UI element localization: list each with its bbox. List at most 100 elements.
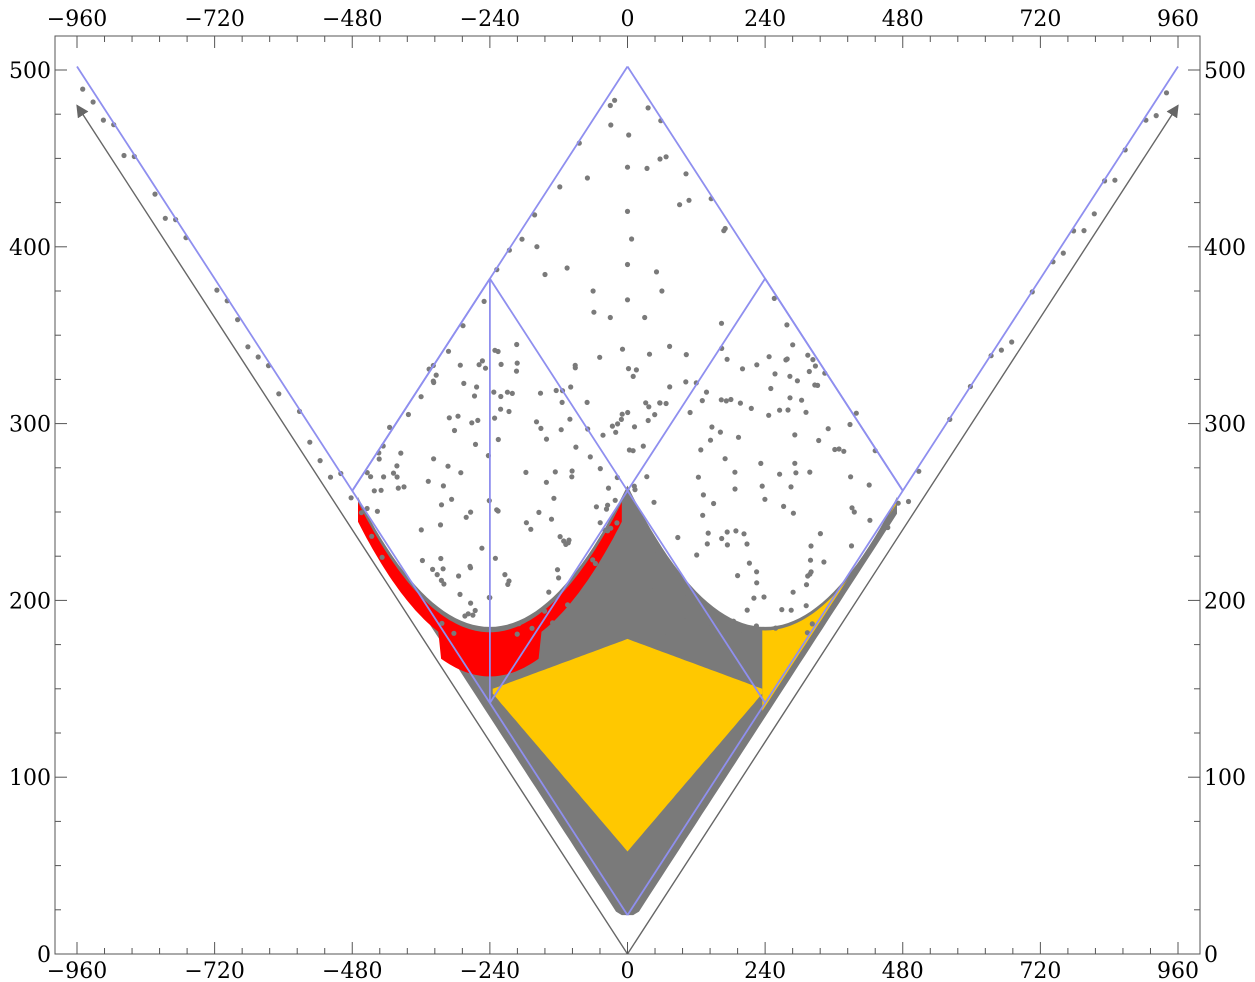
- gray-point: [732, 486, 738, 492]
- gray-point: [785, 407, 791, 413]
- gray-point: [566, 537, 572, 543]
- gray-point: [848, 474, 854, 480]
- x-tick-label-bottom: 480: [882, 959, 924, 982]
- gray-point: [754, 580, 760, 586]
- gray-point: [584, 175, 591, 181]
- gray-point: [552, 469, 558, 475]
- gray-point: [683, 352, 689, 358]
- gray-point: [1060, 250, 1066, 256]
- x-tick-label-top: −960: [47, 7, 107, 32]
- gray-point: [553, 387, 559, 394]
- gray-point: [607, 314, 613, 321]
- gray-point: [703, 389, 710, 395]
- gray-point: [812, 363, 819, 369]
- gray-point: [836, 446, 842, 452]
- y-tick-label-left: 200: [9, 589, 51, 614]
- gray-point: [687, 409, 693, 416]
- gray-point: [803, 409, 809, 415]
- gray-point: [582, 593, 588, 599]
- gray-point: [766, 354, 772, 360]
- gray-point: [645, 588, 651, 594]
- gray-point: [449, 496, 455, 502]
- gray-point: [368, 474, 374, 480]
- gray-point: [564, 265, 570, 271]
- gray-point: [557, 184, 563, 190]
- gray-point: [1153, 113, 1159, 119]
- guide-line-0: [76, 66, 629, 916]
- gray-point: [609, 423, 616, 429]
- y-tick-label-left: 100: [9, 766, 51, 791]
- gray-point: [434, 572, 440, 578]
- gray-point: [504, 389, 510, 395]
- gray-point: [707, 437, 714, 443]
- gray-point: [537, 390, 544, 396]
- gray-point: [476, 362, 482, 368]
- gray-point: [847, 421, 853, 428]
- gray-point: [851, 509, 857, 515]
- gray-point: [633, 367, 640, 373]
- gray-point: [613, 429, 619, 435]
- gray-point: [482, 365, 489, 371]
- gray-point: [516, 621, 522, 627]
- gray-point: [667, 583, 674, 590]
- ticks-layer: [55, 36, 1200, 955]
- gray-point: [905, 498, 912, 505]
- gray-point: [788, 484, 794, 490]
- gray-point: [754, 362, 760, 368]
- gray-point: [381, 474, 387, 480]
- gray-point: [80, 86, 86, 92]
- gray-point: [591, 606, 598, 613]
- gray-point: [657, 400, 663, 406]
- gray-point: [471, 393, 478, 399]
- x-tick-label-top: 960: [1157, 7, 1199, 32]
- gray-point: [430, 566, 436, 573]
- gray-point: [481, 298, 487, 304]
- gray-point: [821, 559, 827, 565]
- x-tick-label-top: 240: [744, 7, 786, 32]
- gray-point: [558, 427, 564, 433]
- gray-point: [458, 470, 464, 476]
- gray-point: [751, 595, 757, 601]
- gray-point: [542, 608, 548, 614]
- gray-point: [463, 514, 469, 520]
- gray-point: [721, 228, 727, 234]
- gray-point: [619, 346, 626, 352]
- gray-point: [446, 415, 452, 421]
- gray-point: [528, 526, 534, 532]
- gray-point: [590, 288, 596, 294]
- gray-point: [603, 506, 610, 512]
- gray-point: [722, 456, 728, 462]
- gray-point: [817, 531, 824, 537]
- gray-point: [683, 171, 689, 177]
- gray-point: [643, 400, 649, 406]
- light-cone-arrow-0: [76, 104, 629, 955]
- guide-line-7: [764, 278, 904, 492]
- gray-point: [686, 197, 692, 203]
- gray-point: [761, 594, 767, 600]
- gray-point: [737, 400, 744, 406]
- gray-point: [683, 379, 689, 385]
- gray-point: [724, 542, 731, 548]
- gray-point: [479, 545, 485, 551]
- gray-point: [624, 297, 631, 303]
- gray-point: [753, 623, 760, 629]
- gray-point: [472, 441, 479, 447]
- gray-point: [705, 620, 711, 627]
- gray-point: [523, 469, 529, 475]
- gray-point: [895, 500, 901, 506]
- gray-point: [376, 456, 382, 462]
- gray-point: [667, 343, 673, 349]
- gray-point: [612, 497, 618, 503]
- gray-point: [680, 591, 687, 597]
- y-tick-label-left: 400: [9, 236, 51, 261]
- gray-point: [536, 509, 542, 515]
- gray-point: [651, 499, 657, 505]
- gray-point: [563, 615, 569, 621]
- gray-point: [792, 432, 798, 438]
- x-tick-label-bottom: 960: [1157, 959, 1199, 982]
- gray-point: [746, 560, 753, 566]
- gray-point: [704, 541, 710, 547]
- gray-point: [618, 416, 625, 422]
- light-cone-arrow-1: [626, 104, 1179, 955]
